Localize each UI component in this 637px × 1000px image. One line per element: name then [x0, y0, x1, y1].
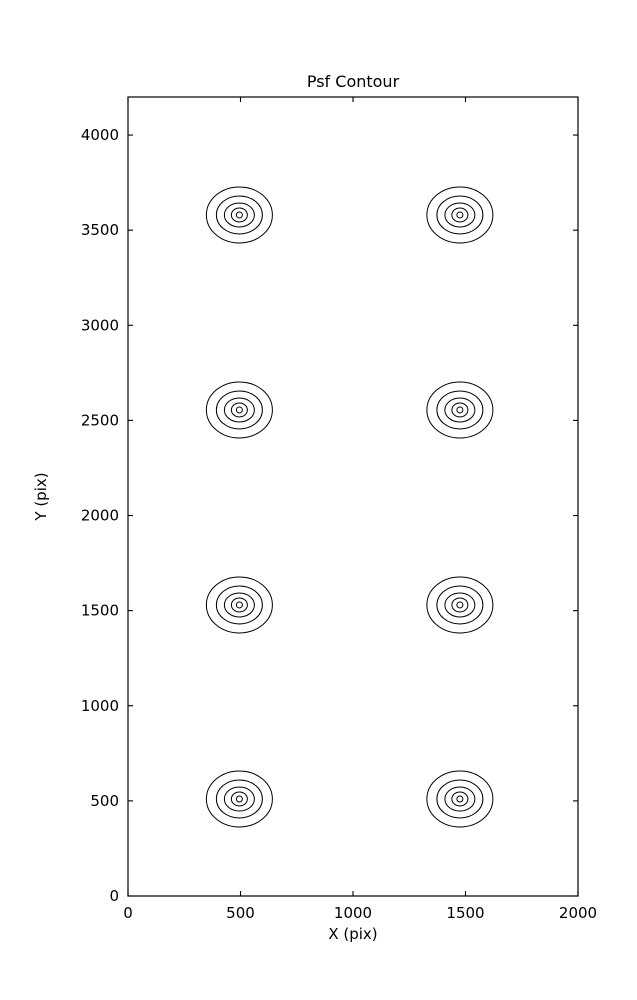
contour-level-ring: [456, 406, 464, 414]
contour-level-ring: [230, 597, 248, 613]
contour-level-ring: [451, 597, 469, 613]
tick-label: 1500: [446, 904, 484, 922]
contour-level-ring: [235, 795, 243, 803]
psf-contour-source: [426, 381, 494, 439]
contour-collection: [205, 186, 494, 828]
contour-level-ring: [205, 576, 273, 634]
psf-contour-source: [205, 186, 273, 244]
contour-level-ring: [451, 402, 469, 418]
tick-label: 4000: [81, 126, 119, 144]
contour-level-ring: [230, 207, 248, 223]
tick-label: 0: [109, 887, 119, 905]
psf-contour-source: [205, 576, 273, 634]
contour-level-ring: [436, 390, 484, 430]
plot-frame-spines: [127, 96, 579, 897]
contour-level-ring: [456, 601, 464, 609]
tick-label: 500: [226, 904, 255, 922]
tick-label: 0: [123, 904, 133, 922]
contour-level-ring: [235, 601, 243, 609]
tick-label: 2500: [81, 411, 119, 429]
psf-contour-source: [205, 770, 273, 828]
contour-level-ring: [230, 791, 248, 807]
contour-level-ring: [215, 585, 263, 625]
contour-level-ring: [426, 381, 494, 439]
chart-title: Psf Contour: [307, 72, 400, 91]
contour-level-ring: [444, 592, 476, 618]
contour-level-ring: [215, 779, 263, 819]
tick-label: 1500: [81, 602, 119, 620]
psf-contour-source: [205, 381, 273, 439]
tick-label: 1000: [81, 697, 119, 715]
tick-label: 2000: [559, 904, 597, 922]
contour-level-ring: [426, 770, 494, 828]
psf-contour-source: [426, 770, 494, 828]
contour-level-ring: [436, 779, 484, 819]
tick-label: 3000: [81, 316, 119, 334]
contour-level-ring: [436, 585, 484, 625]
y-axis-label: Y (pix): [32, 472, 50, 521]
contour-level-ring: [205, 770, 273, 828]
contour-level-ring: [456, 795, 464, 803]
contour-level-ring: [456, 211, 464, 219]
contour-level-ring: [235, 406, 243, 414]
x-axis-label: X (pix): [328, 925, 377, 943]
contour-level-ring: [215, 195, 263, 235]
tick-label: 3500: [81, 221, 119, 239]
contour-level-ring: [205, 186, 273, 244]
contour-level-ring: [223, 786, 255, 812]
contour-level-ring: [235, 211, 243, 219]
contour-level-ring: [223, 397, 255, 423]
contour-level-ring: [436, 195, 484, 235]
contour-level-ring: [426, 186, 494, 244]
plot-area-background: [128, 97, 578, 896]
contour-level-ring: [223, 202, 255, 228]
contour-level-ring: [451, 791, 469, 807]
axis-tick-labels: 0 500 1000 1500 2000 0 500 1000 1500 2000 2500 3000…: [81, 126, 597, 922]
psf-contour-source: [426, 576, 494, 634]
contour-level-ring: [230, 402, 248, 418]
tick-label: 500: [90, 792, 119, 810]
tick-label: 1000: [334, 904, 372, 922]
contour-level-ring: [444, 202, 476, 228]
tick-label: 2000: [81, 507, 119, 525]
contour-level-ring: [444, 397, 476, 423]
contour-level-ring: [215, 390, 263, 430]
contour-level-ring: [451, 207, 469, 223]
contour-level-ring: [223, 592, 255, 618]
contour-level-ring: [205, 381, 273, 439]
contour-level-ring: [444, 786, 476, 812]
psf-contour-source: [426, 186, 494, 244]
contour-level-ring: [426, 576, 494, 634]
